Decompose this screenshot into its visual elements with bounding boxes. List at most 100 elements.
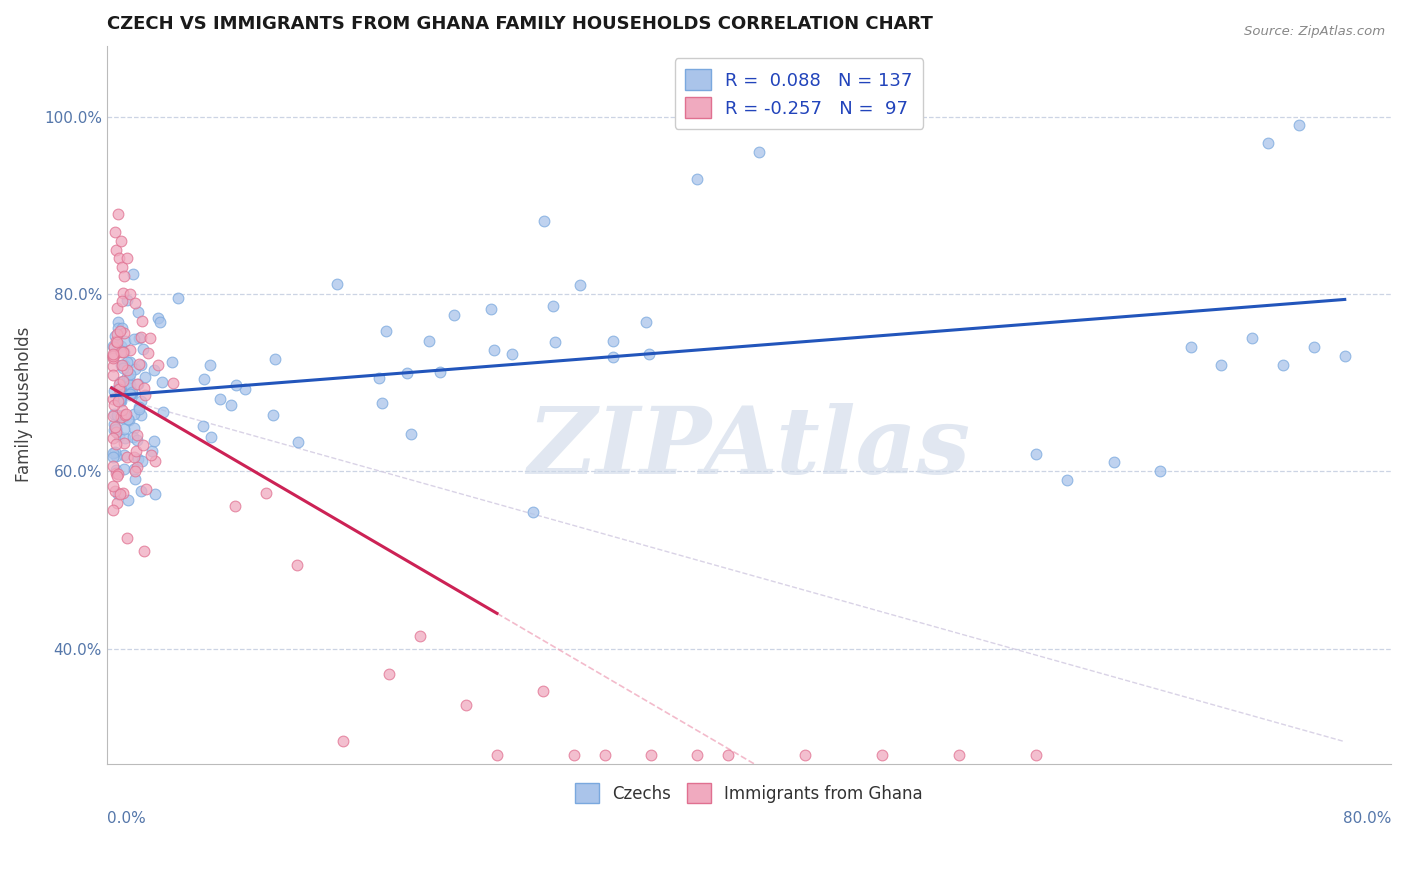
Point (104, 466, 127, 480)
Point (112, 374, 135, 388)
Point (103, 349, 125, 363)
Point (104, 437, 127, 451)
Point (501, 347, 523, 361)
Point (948, 747, 970, 762)
Point (104, 225, 127, 239)
Point (131, 358, 153, 372)
Point (124, 295, 146, 310)
Point (143, 454, 166, 468)
Point (117, 493, 139, 508)
Point (105, 326, 128, 341)
Point (224, 499, 246, 513)
Point (122, 450, 145, 465)
Point (779, 110, 801, 124)
Point (120, 354, 142, 368)
Point (1056, 473, 1078, 487)
Point (112, 448, 135, 462)
Point (110, 393, 132, 408)
Point (117, 370, 139, 384)
Point (1303, 340, 1326, 354)
Point (111, 345, 134, 359)
Point (107, 315, 129, 329)
Point (111, 386, 134, 401)
Point (110, 402, 132, 417)
Point (602, 350, 624, 364)
Point (484, 343, 506, 358)
Point (370, 396, 392, 410)
Point (105, 301, 128, 315)
Text: Source: ZipAtlas.com: Source: ZipAtlas.com (1244, 25, 1385, 38)
Point (111, 260, 134, 275)
Point (103, 384, 125, 398)
Point (105, 449, 128, 463)
Point (122, 407, 145, 421)
Point (104, 484, 127, 499)
Point (128, 402, 150, 417)
Point (103, 407, 125, 421)
Point (399, 426, 422, 441)
Point (121, 385, 143, 400)
Point (429, 365, 451, 379)
Point (107, 394, 129, 409)
Point (112, 435, 135, 450)
Point (117, 371, 139, 385)
Point (136, 346, 159, 360)
Point (124, 464, 146, 478)
Point (146, 358, 169, 372)
Point (485, 747, 508, 762)
Point (124, 362, 146, 376)
Point (285, 558, 308, 573)
Point (111, 293, 134, 308)
Point (111, 360, 134, 375)
Point (131, 454, 153, 468)
Point (1025, 446, 1047, 460)
Point (332, 734, 354, 748)
Point (101, 351, 124, 365)
Point (101, 431, 124, 445)
Point (1102, 455, 1125, 469)
Point (225, 378, 247, 392)
Point (110, 390, 132, 404)
Point (115, 450, 138, 465)
Point (105, 408, 128, 422)
Point (110, 339, 132, 353)
Point (1149, 464, 1171, 478)
Point (105, 243, 128, 257)
Point (219, 398, 242, 412)
Point (134, 544, 156, 558)
Point (128, 331, 150, 345)
Point (117, 411, 139, 425)
Point (101, 450, 124, 464)
Point (208, 392, 231, 406)
Point (103, 398, 125, 412)
Point (1180, 340, 1202, 354)
Point (1288, 119, 1310, 133)
Point (101, 347, 124, 361)
Point (191, 418, 214, 433)
Point (717, 747, 740, 762)
Point (141, 444, 163, 458)
Point (103, 340, 125, 354)
Point (143, 363, 166, 377)
Point (198, 358, 221, 372)
Point (127, 377, 149, 392)
Point (108, 392, 131, 406)
Point (1241, 331, 1264, 345)
Point (108, 324, 131, 338)
Point (111, 321, 134, 335)
Point (101, 446, 124, 460)
Point (146, 311, 169, 326)
Point (110, 409, 132, 424)
Point (686, 171, 709, 186)
Point (101, 409, 124, 423)
Point (132, 437, 155, 451)
Point (107, 207, 129, 221)
Point (418, 334, 440, 348)
Point (1333, 349, 1355, 363)
Point (127, 304, 149, 318)
Point (110, 358, 132, 372)
Text: CZECH VS IMMIGRANTS FROM GHANA FAMILY HOUSEHOLDS CORRELATION CHART: CZECH VS IMMIGRANTS FROM GHANA FAMILY HO… (107, 15, 932, 33)
Point (378, 667, 401, 681)
Point (1025, 747, 1047, 762)
Point (121, 387, 143, 401)
